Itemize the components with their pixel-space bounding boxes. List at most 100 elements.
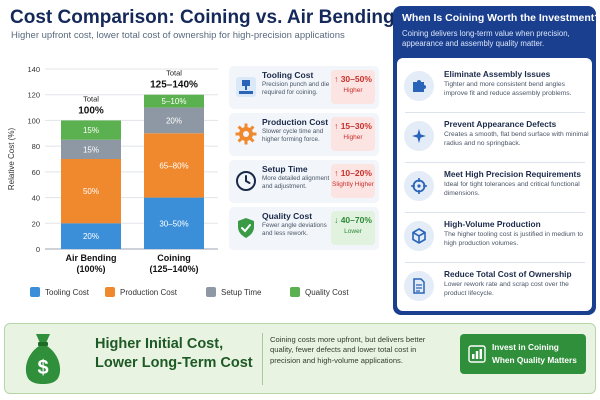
- sparkle-icon: [404, 121, 434, 151]
- cube-icon: [404, 221, 434, 251]
- banner-text: Coining costs more upfront, but delivers…: [270, 335, 426, 365]
- card-value: ↑ 30–50%: [334, 74, 372, 84]
- data-label: 15%: [83, 126, 99, 135]
- panel-title: When Is Coining Worth the Investment?: [402, 12, 600, 24]
- panel-item-title: Prevent Appearance Defects: [444, 119, 557, 129]
- bar-segment: [144, 107, 204, 134]
- data-label: 30–50%: [159, 219, 188, 228]
- card-desc: More detailed alignment and adjustment.: [262, 175, 330, 191]
- legend-label-tooling: Tooling Cost: [45, 287, 90, 297]
- bar-segment: [144, 94, 204, 108]
- x-tick-label: Coining: [157, 253, 191, 263]
- legend-item-tooling: Tooling Cost: [30, 287, 89, 297]
- puzzle-icon: [404, 71, 434, 101]
- cta-line-1: Invest in Coining: [492, 342, 559, 352]
- punch-die-icon: [233, 72, 259, 102]
- x-tick-label: Air Bending: [66, 253, 117, 263]
- card-level: Lower: [344, 228, 362, 235]
- legend-item-quality: Quality Cost: [290, 287, 349, 297]
- card-title: Tooling Cost: [262, 70, 314, 80]
- document-icon: [404, 271, 434, 301]
- page-title: Cost Comparison: Coining vs. Air Bending: [10, 7, 395, 28]
- legend-swatch-production: [105, 287, 115, 297]
- x-tick-sublabel: (125–140%): [149, 264, 198, 274]
- panel-item-desc: The higher tooling cost is justified in …: [444, 231, 584, 247]
- card-title: Quality Cost: [262, 211, 313, 221]
- divider: [405, 112, 585, 113]
- x-tick-sublabel: (100%): [76, 264, 105, 274]
- card-badge: ↑ 15–30% Higher: [331, 117, 375, 151]
- card-value: ↑ 15–30%: [334, 121, 372, 131]
- panel-item-title: Reduce Total Cost of Ownership: [444, 269, 572, 279]
- data-label: 20%: [166, 116, 182, 125]
- banner-headline-2: Lower Long-Term Cost: [95, 355, 253, 371]
- data-label: 50%: [83, 187, 99, 196]
- bar-chart-icon: [468, 345, 486, 363]
- cta-line-2: When Quality Matters: [492, 355, 577, 365]
- legend-item-setup: Setup Time: [206, 287, 261, 297]
- card-badge: ↑ 10–20% Slightly Higher: [331, 164, 375, 198]
- card-level: Higher: [343, 87, 363, 94]
- y-tick-label: 0: [36, 245, 40, 254]
- divider: [405, 162, 585, 163]
- gear-icon: [233, 119, 259, 149]
- card-value: ↓ 40–70%: [334, 215, 372, 225]
- metric-card-quality: Quality Cost Fewer angle deviations and …: [229, 207, 379, 250]
- card-desc: Fewer angle deviations and less rework.: [262, 222, 327, 238]
- data-label: 65–80%: [159, 161, 188, 170]
- legend-label-setup: Setup Time: [221, 287, 262, 297]
- metric-card-setup: Setup Time More detailed alignment and a…: [229, 160, 379, 203]
- card-title: Production Cost: [262, 117, 329, 127]
- panel-item-title: Eliminate Assembly Issues: [444, 69, 551, 79]
- card-desc: Slower cycle time and higher forming for…: [262, 128, 324, 144]
- y-tick-label: 40: [32, 194, 40, 203]
- panel-item-appearance: Prevent Appearance Defects Creates a smo…: [397, 113, 592, 163]
- legend-swatch-tooling: [30, 287, 40, 297]
- panel-item-precision: Meet High Precision Requirements Ideal f…: [397, 163, 592, 213]
- page-subtitle: Higher upfront cost, lower total cost of…: [11, 30, 345, 41]
- bar-segment: [144, 197, 204, 249]
- clock-icon: [233, 166, 259, 196]
- stacked-bar-chart: 0 20 40 60 80 100 120 140 Relative Cost (%) 20% 50…: [7, 65, 218, 274]
- panel-subtitle: Coining delivers long-term value when pr…: [402, 29, 570, 49]
- legend-swatch-quality: [290, 287, 300, 297]
- card-desc: Precision punch and die required for coi…: [262, 81, 330, 97]
- money-bag-icon: $: [25, 334, 61, 384]
- y-tick-label: 80: [32, 142, 40, 151]
- card-level: Slightly Higher: [332, 181, 374, 188]
- bar-segment: [61, 159, 121, 224]
- panel-item-desc: Lower rework rate and scrap cost over th…: [444, 281, 569, 297]
- total-label: Total: [166, 69, 182, 78]
- metric-card-production: Production Cost Slower cycle time and hi…: [229, 113, 379, 156]
- banner-headline-1: Higher Initial Cost,: [95, 336, 224, 352]
- chart-legend: Tooling Cost Production Cost Setup Time …: [18, 287, 378, 301]
- card-badge: ↓ 40–70% Lower: [331, 211, 375, 245]
- panel-item-desc: Tighter and more consistent bend angles …: [444, 81, 572, 97]
- card-value: ↑ 10–20%: [334, 168, 372, 178]
- legend-label-quality: Quality Cost: [305, 287, 349, 297]
- data-label: 20%: [83, 232, 99, 241]
- card-level: Higher: [343, 134, 363, 141]
- y-tick-label: 20: [32, 219, 40, 228]
- banner-divider: [262, 333, 263, 385]
- card-title: Setup Time: [262, 164, 308, 174]
- bar-segment: [61, 223, 121, 249]
- total-label: Total: [83, 94, 99, 103]
- invest-cta-button[interactable]: Invest in Coining When Quality Matters: [460, 334, 586, 374]
- card-badge: ↑ 30–50% Higher: [331, 70, 375, 104]
- total-value: 125–140%: [150, 80, 198, 91]
- panel-item-tco: Reduce Total Cost of Ownership Lower rew…: [397, 263, 592, 313]
- y-tick-label: 140: [27, 65, 40, 74]
- divider: [405, 262, 585, 263]
- shield-check-icon: [233, 213, 259, 243]
- crosshair-icon: [404, 171, 434, 201]
- svg-text:$: $: [37, 357, 48, 379]
- divider: [405, 212, 585, 213]
- legend-swatch-setup: [206, 287, 216, 297]
- panel-item-volume: High-Volume Production The higher toolin…: [397, 213, 592, 263]
- panel-item-title: High-Volume Production: [444, 219, 541, 229]
- panel-item-desc: Ideal for tight tolerances and critical …: [444, 181, 580, 197]
- metric-card-tooling: Tooling Cost Precision punch and die req…: [229, 66, 379, 109]
- data-label: 5–10%: [162, 97, 187, 106]
- bar-segment: [61, 120, 121, 140]
